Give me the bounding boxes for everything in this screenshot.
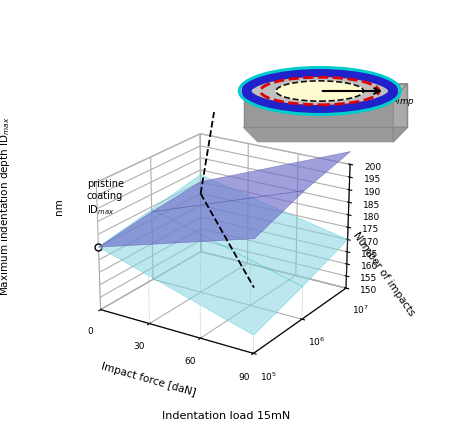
Text: pristine
coating
ID$_{max}$: pristine coating ID$_{max}$ (87, 179, 124, 217)
Ellipse shape (276, 81, 363, 101)
Text: Indentation load 15mN: Indentation load 15mN (161, 412, 290, 421)
X-axis label: Impact force [daN]: Impact force [daN] (100, 361, 197, 398)
Text: R$_{imp}$: R$_{imp}$ (387, 91, 414, 108)
Ellipse shape (246, 72, 392, 110)
Polygon shape (243, 84, 406, 127)
Text: Maximum indentation depth ID$_{max}$: Maximum indentation depth ID$_{max}$ (0, 117, 11, 296)
Text: Number of impacts: Number of impacts (350, 230, 416, 318)
Text: nm: nm (54, 198, 64, 215)
Polygon shape (243, 84, 406, 98)
Polygon shape (243, 127, 406, 141)
Polygon shape (392, 84, 406, 141)
